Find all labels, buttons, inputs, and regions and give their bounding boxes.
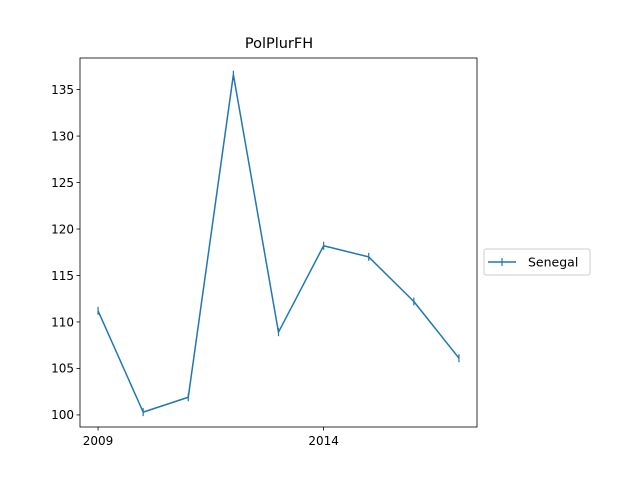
axes-frame xyxy=(79,57,478,428)
y-tick-label-130: 130 xyxy=(51,129,74,143)
plot-area: 100 105 110 115 120 125 130 135 2009 2014 xyxy=(51,57,478,448)
y-tick-label-115: 115 xyxy=(51,269,74,283)
y-tick-label-120: 120 xyxy=(51,222,74,236)
legend-label-senegal: Senegal xyxy=(528,255,578,270)
legend-box xyxy=(483,248,591,276)
y-tick-label-105: 105 xyxy=(51,362,74,376)
y-tick-label-100: 100 xyxy=(51,408,74,422)
y-tick-label-125: 125 xyxy=(51,176,74,190)
chart-title: PolPlurFH xyxy=(245,36,313,52)
x-tick-label-2014: 2014 xyxy=(308,434,339,448)
legend: Senegal xyxy=(483,248,591,276)
y-tick-label-110: 110 xyxy=(51,315,74,329)
y-tick-label-135: 135 xyxy=(51,83,74,97)
x-tick-label-2009: 2009 xyxy=(83,434,114,448)
